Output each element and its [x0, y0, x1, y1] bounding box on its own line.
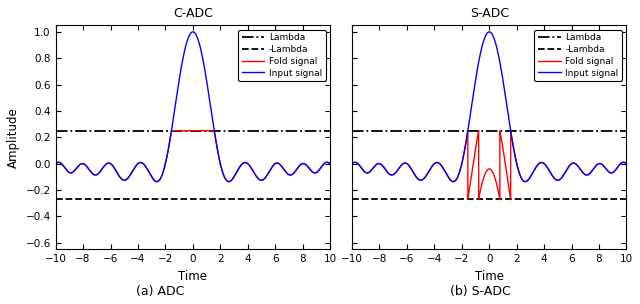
Input signal	[485, 30, 493, 34]
Fold signal	[153, 180, 161, 183]
Input signal	[52, 162, 60, 165]
Legend: Lambda, -Lambda, Fold signal, Input signal: Lambda, -Lambda, Fold signal, Input sign…	[534, 30, 622, 81]
Fold signal	[574, 164, 582, 168]
Input signal	[153, 180, 161, 183]
Input signal	[102, 163, 109, 167]
Input signal	[398, 163, 406, 167]
Fold signal	[623, 162, 630, 165]
Fold signal	[348, 162, 356, 165]
Fold signal	[102, 163, 109, 167]
Fold signal	[513, 162, 520, 166]
-Lambda	[499, 197, 507, 201]
Input signal	[513, 162, 520, 166]
Text: (a) ADC: (a) ADC	[136, 285, 184, 298]
Input signal	[278, 164, 285, 168]
Legend: Lambda, -Lambda, Fold signal, Input signal: Lambda, -Lambda, Fold signal, Input sign…	[238, 30, 326, 81]
Input signal	[623, 162, 630, 165]
Fold signal	[475, 129, 483, 133]
Y-axis label: Amplitude: Amplitude	[7, 107, 20, 168]
-Lambda	[203, 197, 211, 201]
Lambda	[485, 129, 493, 133]
Fold signal	[216, 162, 224, 166]
Line: Input signal: Input signal	[352, 32, 627, 181]
Input signal	[326, 162, 334, 165]
Input signal	[157, 177, 164, 180]
Fold signal	[464, 197, 472, 201]
Input signal	[216, 162, 224, 166]
Fold signal	[257, 178, 264, 182]
Input signal	[574, 164, 582, 168]
Fold signal	[168, 129, 175, 133]
Fold signal	[230, 175, 238, 178]
Fold signal	[278, 164, 285, 168]
-Lambda	[485, 197, 493, 201]
Title: C-ADC: C-ADC	[173, 7, 212, 20]
Line: Input signal: Input signal	[56, 32, 330, 181]
Input signal	[449, 180, 457, 183]
Lambda	[499, 129, 507, 133]
Fold signal	[527, 175, 534, 178]
Fold signal	[326, 162, 334, 165]
Line: Fold signal: Fold signal	[56, 131, 330, 181]
Input signal	[257, 178, 264, 182]
Text: (b) S-ADC: (b) S-ADC	[450, 285, 510, 298]
Fold signal	[553, 178, 561, 182]
Fold signal	[453, 177, 461, 180]
Input signal	[189, 30, 196, 34]
-Lambda	[189, 197, 196, 201]
X-axis label: Time: Time	[475, 270, 504, 283]
Lambda	[203, 129, 211, 133]
Line: Fold signal: Fold signal	[352, 131, 627, 199]
Fold signal	[157, 177, 164, 180]
Input signal	[527, 175, 534, 178]
Input signal	[453, 177, 461, 180]
Lambda	[189, 129, 196, 133]
Title: S-ADC: S-ADC	[470, 7, 509, 20]
Input signal	[230, 175, 238, 178]
Input signal	[348, 162, 356, 165]
Input signal	[553, 178, 561, 182]
X-axis label: Time: Time	[179, 270, 207, 283]
Fold signal	[52, 162, 60, 165]
Fold signal	[398, 163, 406, 167]
